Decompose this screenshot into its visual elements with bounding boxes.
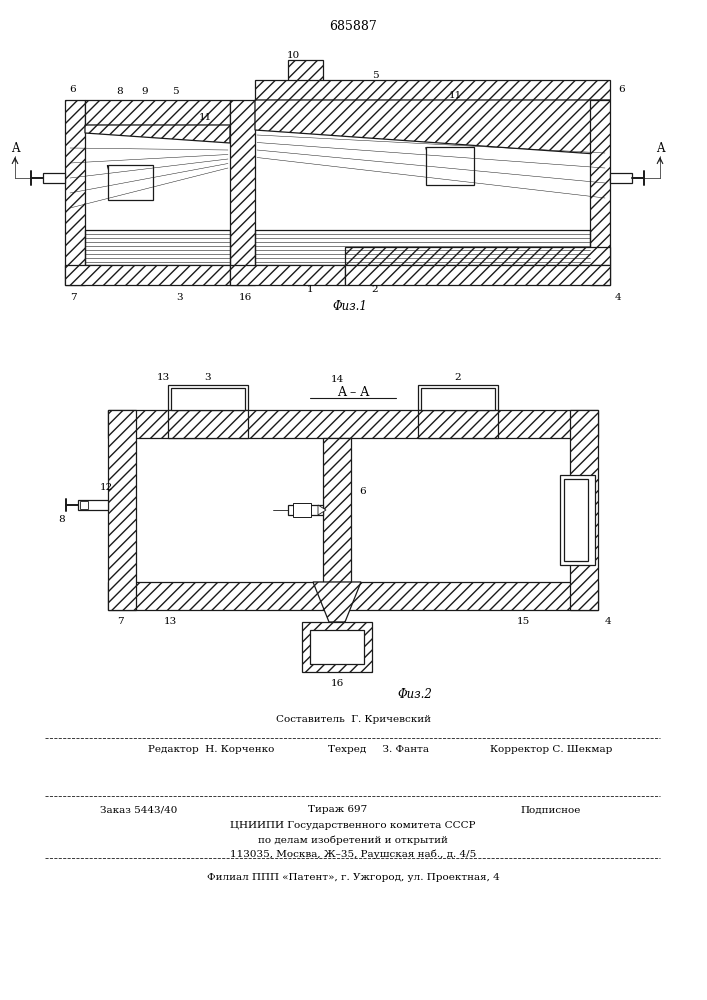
Text: Подписное: Подписное xyxy=(520,806,580,814)
Text: Составитель  Г. Кричевский: Составитель Г. Кричевский xyxy=(276,716,431,724)
Polygon shape xyxy=(108,410,598,438)
Polygon shape xyxy=(168,410,248,438)
Text: 685887: 685887 xyxy=(329,20,377,33)
Text: 1: 1 xyxy=(307,286,313,294)
Polygon shape xyxy=(65,265,230,285)
Bar xyxy=(564,479,588,561)
Text: 16: 16 xyxy=(238,292,252,302)
Polygon shape xyxy=(345,265,610,285)
Bar xyxy=(421,388,495,410)
Polygon shape xyxy=(418,410,498,438)
Text: 16: 16 xyxy=(330,680,344,688)
Text: 9: 9 xyxy=(141,88,148,97)
Text: Корректор С. Шекмар: Корректор С. Шекмар xyxy=(490,746,612,754)
Text: A: A xyxy=(11,141,19,154)
Bar xyxy=(171,388,245,410)
Text: Редактор  Н. Корченко: Редактор Н. Корченко xyxy=(148,746,274,754)
Polygon shape xyxy=(313,582,361,622)
Polygon shape xyxy=(323,438,351,582)
Bar xyxy=(288,505,323,515)
Text: 6: 6 xyxy=(70,86,76,95)
Text: Техред     З. Фанта: Техред З. Фанта xyxy=(328,746,429,754)
Text: 3: 3 xyxy=(177,292,183,302)
Bar xyxy=(310,630,364,664)
Text: 15: 15 xyxy=(516,617,530,626)
Polygon shape xyxy=(345,247,610,265)
Polygon shape xyxy=(230,100,255,285)
Text: по делам изобретений и открытий: по делам изобретений и открытий xyxy=(258,835,448,845)
Bar xyxy=(108,165,153,200)
Text: 4: 4 xyxy=(614,292,621,302)
Text: 2: 2 xyxy=(372,286,378,294)
Text: ЦНИИПИ Государственного комитета СССР: ЦНИИПИ Государственного комитета СССР xyxy=(230,822,476,830)
Text: 11: 11 xyxy=(199,112,211,121)
Text: 3: 3 xyxy=(205,372,211,381)
Text: A – A: A – A xyxy=(337,385,369,398)
Text: 12: 12 xyxy=(100,483,112,491)
Bar xyxy=(610,173,632,183)
Text: 10: 10 xyxy=(286,50,300,60)
Text: A: A xyxy=(656,141,665,154)
Polygon shape xyxy=(108,582,598,610)
Bar xyxy=(43,173,65,183)
Text: Тираж 697: Тираж 697 xyxy=(308,806,367,814)
Polygon shape xyxy=(288,60,323,85)
Bar xyxy=(560,475,595,565)
Bar xyxy=(293,503,311,517)
Text: Φиз.2: Φиз.2 xyxy=(397,688,433,700)
Text: 13: 13 xyxy=(163,617,177,626)
Polygon shape xyxy=(230,265,345,285)
Polygon shape xyxy=(65,100,85,285)
Bar xyxy=(302,622,372,672)
Text: 8: 8 xyxy=(59,516,65,524)
Bar xyxy=(426,147,474,185)
Polygon shape xyxy=(108,410,136,610)
Text: 6: 6 xyxy=(360,488,366,496)
Polygon shape xyxy=(570,410,598,610)
Text: Филиал ППП «Патент», г. Ужгород, ул. Проектная, 4: Филиал ППП «Патент», г. Ужгород, ул. Про… xyxy=(206,874,499,882)
Text: 5: 5 xyxy=(172,88,178,97)
Polygon shape xyxy=(255,100,610,155)
Polygon shape xyxy=(255,80,610,100)
Text: 113035, Москва, Ж–35, Раушская наб., д. 4/5: 113035, Москва, Ж–35, Раушская наб., д. … xyxy=(230,849,476,859)
Text: 2: 2 xyxy=(455,372,461,381)
Text: 7: 7 xyxy=(70,292,76,302)
Text: 11: 11 xyxy=(448,91,462,100)
Text: 5: 5 xyxy=(372,70,378,80)
Polygon shape xyxy=(590,100,610,285)
Polygon shape xyxy=(318,505,326,515)
Text: 14: 14 xyxy=(330,375,344,384)
Text: 6: 6 xyxy=(619,86,625,95)
Polygon shape xyxy=(418,385,498,410)
Bar xyxy=(80,501,88,509)
Text: 4: 4 xyxy=(604,617,612,626)
Text: 7: 7 xyxy=(117,617,123,626)
Text: Φиз.1: Φиз.1 xyxy=(332,300,368,314)
Bar xyxy=(78,500,108,510)
Text: 13: 13 xyxy=(156,372,170,381)
Polygon shape xyxy=(168,385,248,410)
Text: 8: 8 xyxy=(117,88,123,97)
Polygon shape xyxy=(85,100,230,125)
Text: Заказ 5443/40: Заказ 5443/40 xyxy=(100,806,177,814)
Polygon shape xyxy=(85,125,230,143)
